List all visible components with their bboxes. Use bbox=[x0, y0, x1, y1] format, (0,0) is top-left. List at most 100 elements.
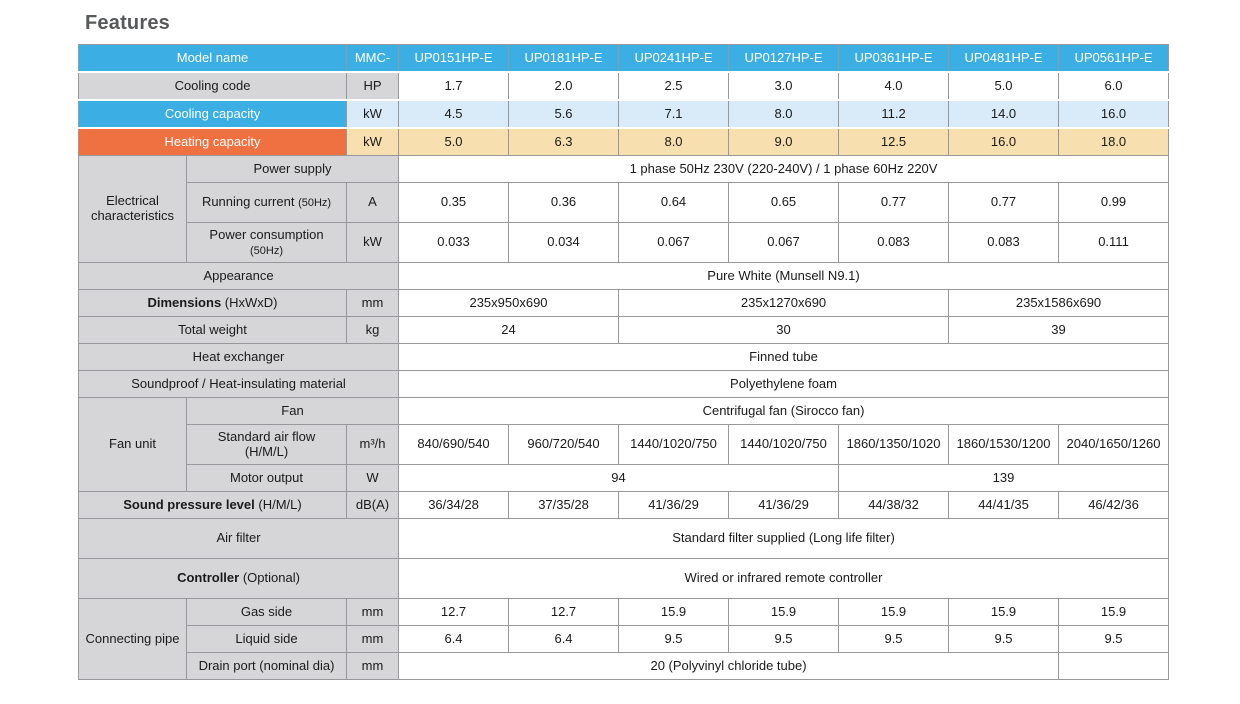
row-controller: Controller (Optional) Wired or infrared … bbox=[77, 558, 1170, 599]
motor-output-value: 139 bbox=[838, 464, 1170, 492]
drain-port-value: 20 (Polyvinyl chloride tube) bbox=[398, 652, 1060, 680]
row-cooling-code: Cooling code HP 1.7 2.0 2.5 3.0 4.0 5.0 … bbox=[77, 71, 1170, 101]
unit-total-weight: kg bbox=[346, 316, 400, 344]
gas-side-value: 15.9 bbox=[838, 598, 950, 626]
air-filter-value: Standard filter supplied (Long life filt… bbox=[398, 518, 1170, 559]
row-label-cooling-capacity: Cooling capacity bbox=[77, 99, 348, 129]
column-header-model: UP0481HP-E bbox=[948, 44, 1060, 73]
row-liquid-side: Liquid side mm 6.4 6.4 9.5 9.5 9.5 9.5 9… bbox=[79, 625, 1170, 653]
running-current-value: 0.64 bbox=[618, 182, 730, 223]
row-label-running-current: Running current (50Hz) bbox=[185, 182, 348, 223]
row-dimensions: Dimensions (HxWxD) mm 235x950x690 235x12… bbox=[77, 289, 1170, 317]
power-consumption-value: 0.067 bbox=[618, 222, 730, 263]
running-current-value: 0.77 bbox=[838, 182, 950, 223]
liquid-side-value: 9.5 bbox=[838, 625, 950, 653]
row-label-heat-exchanger: Heat exchanger bbox=[77, 343, 400, 371]
cooling-capacity-value: 8.0 bbox=[728, 99, 840, 129]
mmc-prefix-header: MMC- bbox=[346, 44, 400, 73]
row-label-air-filter: Air filter bbox=[77, 518, 400, 559]
total-weight-value: 30 bbox=[618, 316, 950, 344]
power-consumption-value: 0.083 bbox=[948, 222, 1060, 263]
group-label-fan-unit: Fan unit bbox=[78, 397, 187, 492]
column-header-model: UP0181HP-E bbox=[508, 44, 620, 73]
cooling-capacity-value: 14.0 bbox=[948, 99, 1060, 129]
sound-pressure-value: 37/35/28 bbox=[508, 491, 620, 519]
gas-side-value: 12.7 bbox=[398, 598, 510, 626]
row-drain-port: Drain port (nominal dia) mm 20 (Polyviny… bbox=[79, 652, 1170, 680]
power-consumption-value: 0.111 bbox=[1058, 222, 1170, 263]
heating-capacity-value: 6.3 bbox=[508, 127, 620, 156]
fan-value: Centrifugal fan (Sirocco fan) bbox=[398, 397, 1170, 425]
row-label-liquid-side: Liquid side bbox=[185, 625, 348, 653]
row-label-cooling-code: Cooling code bbox=[77, 71, 348, 101]
heat-exchanger-value: Finned tube bbox=[398, 343, 1170, 371]
row-heating-capacity: Heating capacity kW 5.0 6.3 8.0 9.0 12.5… bbox=[77, 127, 1170, 156]
heating-capacity-value: 18.0 bbox=[1058, 127, 1170, 156]
heating-capacity-value: 8.0 bbox=[618, 127, 730, 156]
row-label-air-flow: Standard air flow (H/M/L) bbox=[185, 424, 348, 465]
dimensions-value: 235x1270x690 bbox=[618, 289, 950, 317]
unit-drain-port: mm bbox=[346, 652, 400, 680]
unit-air-flow: m³/h bbox=[346, 424, 400, 465]
liquid-side-value: 9.5 bbox=[728, 625, 840, 653]
cooling-code-value: 4.0 bbox=[838, 71, 950, 101]
row-fan: Fan unit Fan Centrifugal fan (Sirocco fa… bbox=[78, 397, 1170, 492]
column-header-model: UP0127HP-E bbox=[728, 44, 840, 73]
cooling-capacity-value: 16.0 bbox=[1058, 99, 1170, 129]
drain-port-empty-cell bbox=[1058, 652, 1170, 680]
power-supply-value: 1 phase 50Hz 230V (220-240V) / 1 phase 6… bbox=[398, 155, 1170, 183]
cooling-code-value: 3.0 bbox=[728, 71, 840, 101]
sound-pressure-value: 41/36/29 bbox=[728, 491, 840, 519]
unit-running-current: A bbox=[346, 182, 400, 223]
row-label-power-consumption: Power consumption (50Hz) bbox=[185, 222, 348, 263]
cooling-code-value: 1.7 bbox=[398, 71, 510, 101]
gas-side-value: 15.9 bbox=[948, 598, 1060, 626]
group-label-connecting-pipe: Connecting pipe bbox=[78, 598, 187, 680]
row-heat-exchanger: Heat exchanger Finned tube bbox=[77, 343, 1170, 371]
row-air-filter: Air filter Standard filter supplied (Lon… bbox=[77, 518, 1170, 559]
heating-capacity-value: 9.0 bbox=[728, 127, 840, 156]
heating-capacity-value: 12.5 bbox=[838, 127, 950, 156]
total-weight-value: 39 bbox=[948, 316, 1170, 344]
air-flow-value: 1860/1530/1200 bbox=[948, 424, 1060, 465]
gas-side-value: 15.9 bbox=[1058, 598, 1170, 626]
power-consumption-value: 0.033 bbox=[398, 222, 510, 263]
running-current-value: 0.99 bbox=[1058, 182, 1170, 223]
heating-capacity-value: 5.0 bbox=[398, 127, 510, 156]
air-flow-value: 1440/1020/750 bbox=[728, 424, 840, 465]
dimensions-value: 235x1586x690 bbox=[948, 289, 1170, 317]
running-current-value: 0.65 bbox=[728, 182, 840, 223]
unit-gas-side: mm bbox=[346, 598, 400, 626]
unit-heating-capacity: kW bbox=[346, 127, 400, 156]
power-consumption-value: 0.083 bbox=[838, 222, 950, 263]
liquid-side-value: 9.5 bbox=[948, 625, 1060, 653]
row-label-appearance: Appearance bbox=[77, 262, 400, 290]
cooling-capacity-value: 4.5 bbox=[398, 99, 510, 129]
unit-liquid-side: mm bbox=[346, 625, 400, 653]
power-consumption-value: 0.034 bbox=[508, 222, 620, 263]
unit-power-consumption: kW bbox=[346, 222, 400, 263]
soundproof-value: Polyethylene foam bbox=[398, 370, 1170, 398]
row-air-flow: Standard air flow (H/M/L) m³/h 840/690/54… bbox=[79, 424, 1170, 465]
row-label-power-supply: Power supply bbox=[185, 155, 400, 183]
row-power-supply: Electrical characteristics Power supply … bbox=[78, 155, 1170, 263]
column-header-model: UP0561HP-E bbox=[1058, 44, 1170, 73]
running-current-value: 0.77 bbox=[948, 182, 1060, 223]
cooling-code-value: 2.0 bbox=[508, 71, 620, 101]
heating-capacity-value: 16.0 bbox=[948, 127, 1060, 156]
air-flow-value: 2040/1650/1260 bbox=[1058, 424, 1170, 465]
features-spec-table: Model name MMC- UP0151HP-E UP0181HP-E UP… bbox=[77, 44, 1170, 680]
unit-cooling-capacity: kW bbox=[346, 99, 400, 129]
sound-pressure-value: 36/34/28 bbox=[398, 491, 510, 519]
unit-cooling-code: HP bbox=[346, 71, 400, 101]
total-weight-value: 24 bbox=[398, 316, 620, 344]
row-label-motor-output: Motor output bbox=[185, 464, 348, 492]
air-flow-value: 1440/1020/750 bbox=[618, 424, 730, 465]
air-flow-value: 1860/1350/1020 bbox=[838, 424, 950, 465]
row-sound-pressure: Sound pressure level (H/M/L) dB(A) 36/34… bbox=[77, 491, 1170, 519]
row-model-header: Model name MMC- UP0151HP-E UP0181HP-E UP… bbox=[77, 44, 1170, 73]
column-header-model: UP0361HP-E bbox=[838, 44, 950, 73]
dimensions-value: 235x950x690 bbox=[398, 289, 620, 317]
motor-output-value: 94 bbox=[398, 464, 840, 492]
controller-value: Wired or infrared remote controller bbox=[398, 558, 1170, 599]
